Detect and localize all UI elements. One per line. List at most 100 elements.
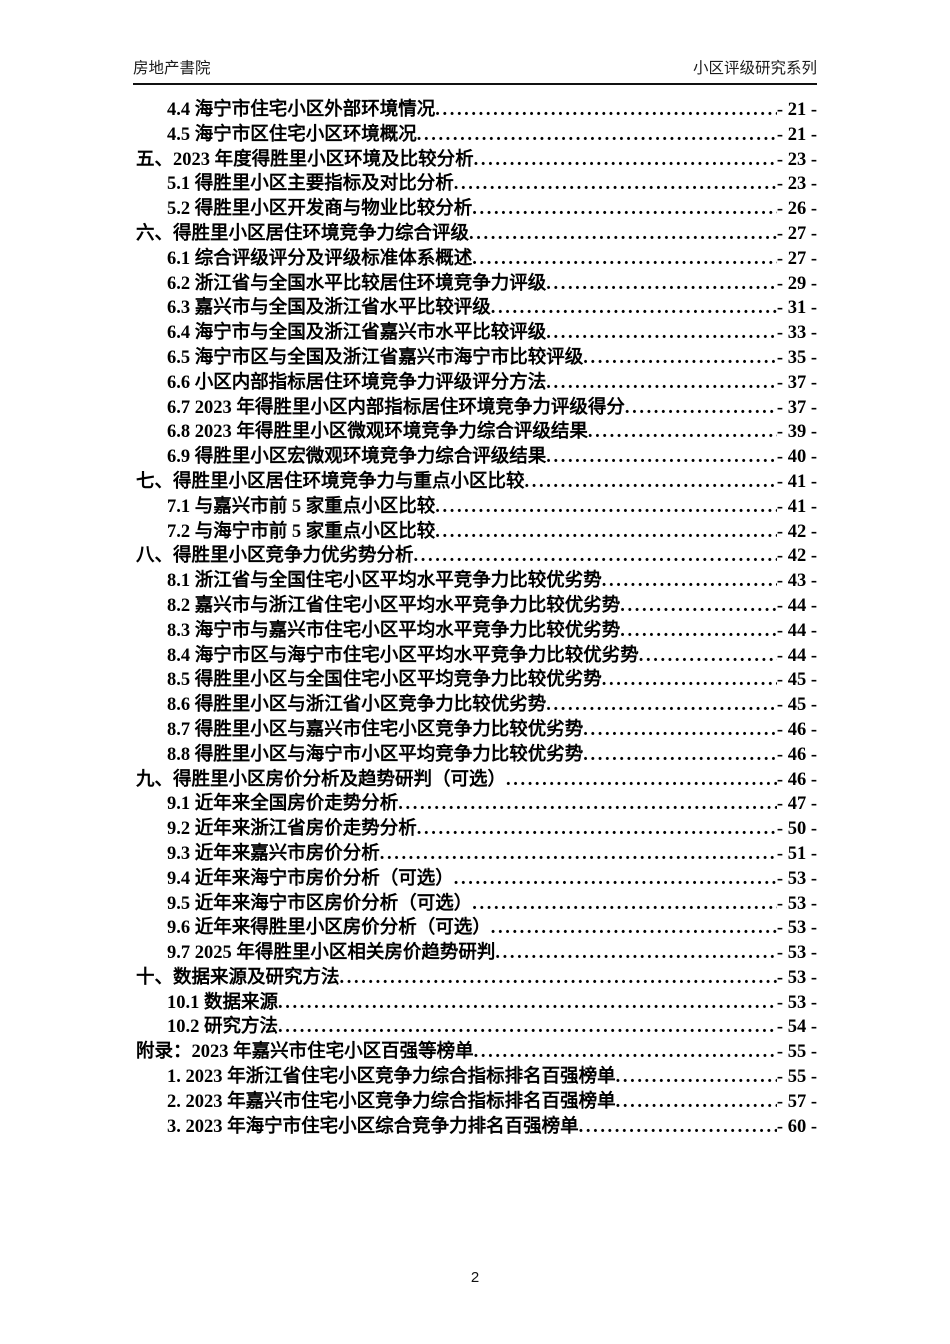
toc-entry-page: - 46 - bbox=[776, 769, 817, 790]
toc-entry-title: 2. 2023 年嘉兴市住宅小区竞争力综合指标排名百强榜单 bbox=[167, 1091, 616, 1112]
toc-entry-page: - 55 - bbox=[776, 1042, 817, 1063]
toc-leader-dots bbox=[491, 296, 777, 321]
toc-leader-dots bbox=[380, 842, 777, 867]
toc-entry-title: 6.9 得胜里小区宏微观环境竞争力综合评级结果 bbox=[167, 447, 547, 468]
toc-leader-dots bbox=[639, 644, 777, 669]
page-number: 2 bbox=[470, 1269, 480, 1286]
toc-entry-page: - 53 - bbox=[776, 893, 817, 914]
toc-entry: 7.1 与嘉兴市前 5 家重点小区比较 - 41 - bbox=[136, 495, 817, 520]
toc-entry-title: 3. 2023 年海宁市住宅小区综合竞争力排名百强榜单 bbox=[167, 1116, 579, 1137]
toc-entry: 8.7 得胜里小区与嘉兴市住宅小区竞争力比较优劣势 - 46 - bbox=[136, 718, 817, 743]
toc-leader-dots bbox=[417, 123, 777, 148]
toc-entry-page: - 53 - bbox=[776, 943, 817, 964]
toc-leader-dots bbox=[583, 346, 777, 371]
toc-leader-dots bbox=[435, 520, 777, 545]
toc-entry: 4.4 海宁市住宅小区外部环境情况 - 21 - bbox=[136, 98, 817, 123]
toc-entry-title: 8.5 得胜里小区与全国住宅小区平均竞争力比较优劣势 bbox=[167, 670, 602, 691]
toc-entry: 6.1 综合评级评分及评级标准体系概述 - 27 - bbox=[136, 247, 817, 272]
toc-leader-dots bbox=[616, 1090, 777, 1115]
toc-entry-page: - 51 - bbox=[776, 843, 817, 864]
toc-entry-page: - 29 - bbox=[776, 273, 817, 294]
toc-entry-page: - 46 - bbox=[776, 744, 817, 765]
toc-entry-page: - 53 - bbox=[776, 992, 817, 1013]
toc-entry-title: 4.5 海宁市区住宅小区环境概况 bbox=[167, 124, 417, 145]
toc-entry: 5.1 得胜里小区主要指标及对比分析 - 23 - bbox=[136, 172, 817, 197]
toc-entry: 6.7 2023 年得胜里小区内部指标居住环境竞争力评级得分 - 37 - bbox=[136, 396, 817, 421]
toc-leader-dots bbox=[398, 792, 777, 817]
toc-leader-dots bbox=[469, 222, 777, 247]
toc-entry-title: 8.7 得胜里小区与嘉兴市住宅小区竞争力比较优劣势 bbox=[167, 719, 584, 740]
toc-leader-dots bbox=[616, 1065, 777, 1090]
toc-entry-page: - 53 - bbox=[776, 868, 817, 889]
toc-leader-dots bbox=[474, 148, 777, 173]
toc-leader-dots bbox=[506, 768, 777, 793]
toc-entry: 6.8 2023 年得胜里小区微观环境竞争力综合评级结果 - 39 - bbox=[136, 420, 817, 445]
toc-entry-page: - 55 - bbox=[776, 1067, 817, 1088]
toc-entry-title: 7.2 与海宁市前 5 家重点小区比较 bbox=[167, 521, 436, 542]
toc-entry: 6.2 浙江省与全国水平比较居住环境竞争力评级 - 29 - bbox=[136, 272, 817, 297]
toc-entry-title: 六、得胜里小区居住环境竞争力综合评级 bbox=[136, 223, 470, 244]
toc-entry: 7.2 与海宁市前 5 家重点小区比较 - 42 - bbox=[136, 520, 817, 545]
toc-entry-title: 8.1 浙江省与全国住宅小区平均水平竞争力比较优劣势 bbox=[167, 571, 602, 592]
toc-entry-title: 6.8 2023 年得胜里小区微观环境竞争力综合评级结果 bbox=[167, 422, 588, 443]
toc-entry-page: - 23 - bbox=[776, 149, 817, 170]
toc-leader-dots bbox=[454, 172, 777, 197]
toc-entry: 8.3 海宁市与嘉兴市住宅小区平均水平竞争力比较优劣势 - 44 - bbox=[136, 619, 817, 644]
page-header: 房地产書院 小区评级研究系列 bbox=[133, 0, 817, 85]
toc-entry-title: 5.2 得胜里小区开发商与物业比较分析 bbox=[167, 199, 473, 220]
toc-entry-page: - 44 - bbox=[776, 620, 817, 641]
toc-entry-title: 8.2 嘉兴市与浙江省住宅小区平均水平竞争力比较优劣势 bbox=[167, 595, 621, 616]
toc-leader-dots bbox=[417, 817, 777, 842]
toc-leader-dots bbox=[340, 966, 777, 991]
toc-entry: 8.4 海宁市区与海宁市住宅小区平均水平竞争力比较优劣势 - 44 - bbox=[136, 644, 817, 669]
toc-entry: 8.8 得胜里小区与海宁市小区平均竞争力比较优劣势 - 46 - bbox=[136, 743, 817, 768]
toc-leader-dots bbox=[546, 321, 777, 346]
toc-entry-title: 七、得胜里小区居住环境竞争力与重点小区比较 bbox=[136, 471, 525, 492]
toc-entry: 五、2023 年度得胜里小区环境及比较分析 - 23 - bbox=[136, 148, 817, 173]
toc-leader-dots bbox=[588, 420, 777, 445]
toc-entry-title: 五、2023 年度得胜里小区环境及比较分析 bbox=[136, 149, 474, 170]
toc-entry-page: - 33 - bbox=[776, 323, 817, 344]
toc-entry-title: 8.3 海宁市与嘉兴市住宅小区平均水平竞争力比较优劣势 bbox=[167, 620, 621, 641]
toc-entry: 6.4 海宁市与全国及浙江省嘉兴市水平比较评级 - 33 - bbox=[136, 321, 817, 346]
header-left-text: 房地产書院 bbox=[133, 60, 211, 77]
toc-entry-page: - 54 - bbox=[776, 1017, 817, 1038]
toc-entry-title: 1. 2023 年浙江省住宅小区竞争力综合指标排名百强榜单 bbox=[167, 1067, 616, 1088]
toc-entry-title: 10.2 研究方法 bbox=[167, 1017, 279, 1038]
toc-leader-dots bbox=[472, 197, 777, 222]
toc-entry-title: 6.4 海宁市与全国及浙江省嘉兴市水平比较评级 bbox=[167, 323, 547, 344]
toc-entry-page: - 45 - bbox=[776, 695, 817, 716]
toc-entry: 八、得胜里小区竞争力优劣势分析 - 42 - bbox=[136, 544, 817, 569]
toc-entry: 9.3 近年来嘉兴市房价分析 - 51 - bbox=[136, 842, 817, 867]
toc-leader-dots bbox=[546, 693, 777, 718]
toc-leader-dots bbox=[620, 594, 777, 619]
toc-entry-title: 6.2 浙江省与全国水平比较居住环境竞争力评级 bbox=[167, 273, 547, 294]
toc-entry-title: 8.4 海宁市区与海宁市住宅小区平均水平竞争力比较优劣势 bbox=[167, 645, 639, 666]
toc-entry-page: - 42 - bbox=[776, 546, 817, 567]
toc-entry-page: - 27 - bbox=[776, 248, 817, 269]
toc-entry: 七、得胜里小区居住环境竞争力与重点小区比较 - 41 - bbox=[136, 470, 817, 495]
toc-entry-page: - 26 - bbox=[776, 199, 817, 220]
toc-leader-dots bbox=[435, 98, 777, 123]
toc-entry-page: - 27 - bbox=[776, 223, 817, 244]
toc-entry-page: - 41 - bbox=[776, 496, 817, 517]
toc-entry-title: 十、数据来源及研究方法 bbox=[136, 967, 340, 988]
toc-entry-page: - 39 - bbox=[776, 422, 817, 443]
toc-entry-page: - 41 - bbox=[776, 471, 817, 492]
toc-entry: 8.1 浙江省与全国住宅小区平均水平竞争力比较优劣势 - 43 - bbox=[136, 569, 817, 594]
toc-entry-page: - 45 - bbox=[776, 670, 817, 691]
toc-entry-title: 附录：2023 年嘉兴市住宅小区百强等榜单 bbox=[136, 1042, 474, 1063]
toc-entry-title: 6.1 综合评级评分及评级标准体系概述 bbox=[167, 248, 473, 269]
toc-entry: 6.6 小区内部指标居住环境竞争力评级评分方法 - 37 - bbox=[136, 371, 817, 396]
toc-entry-page: - 50 - bbox=[776, 819, 817, 840]
toc-entry-title: 9.1 近年来全国房价走势分析 bbox=[167, 794, 399, 815]
toc-entry-title: 9.7 2025 年得胜里小区相关房价趋势研判 bbox=[167, 943, 496, 964]
toc-entry-page: - 53 - bbox=[776, 918, 817, 939]
header-right-text: 小区评级研究系列 bbox=[692, 60, 817, 77]
toc-entry-page: - 42 - bbox=[776, 521, 817, 542]
toc-entry: 9.6 近年来得胜里小区房价分析（可选） - 53 - bbox=[136, 916, 817, 941]
toc-entry: 4.5 海宁市区住宅小区环境概况 - 21 - bbox=[136, 123, 817, 148]
toc-leader-dots bbox=[414, 544, 777, 569]
toc-leader-dots bbox=[546, 272, 777, 297]
